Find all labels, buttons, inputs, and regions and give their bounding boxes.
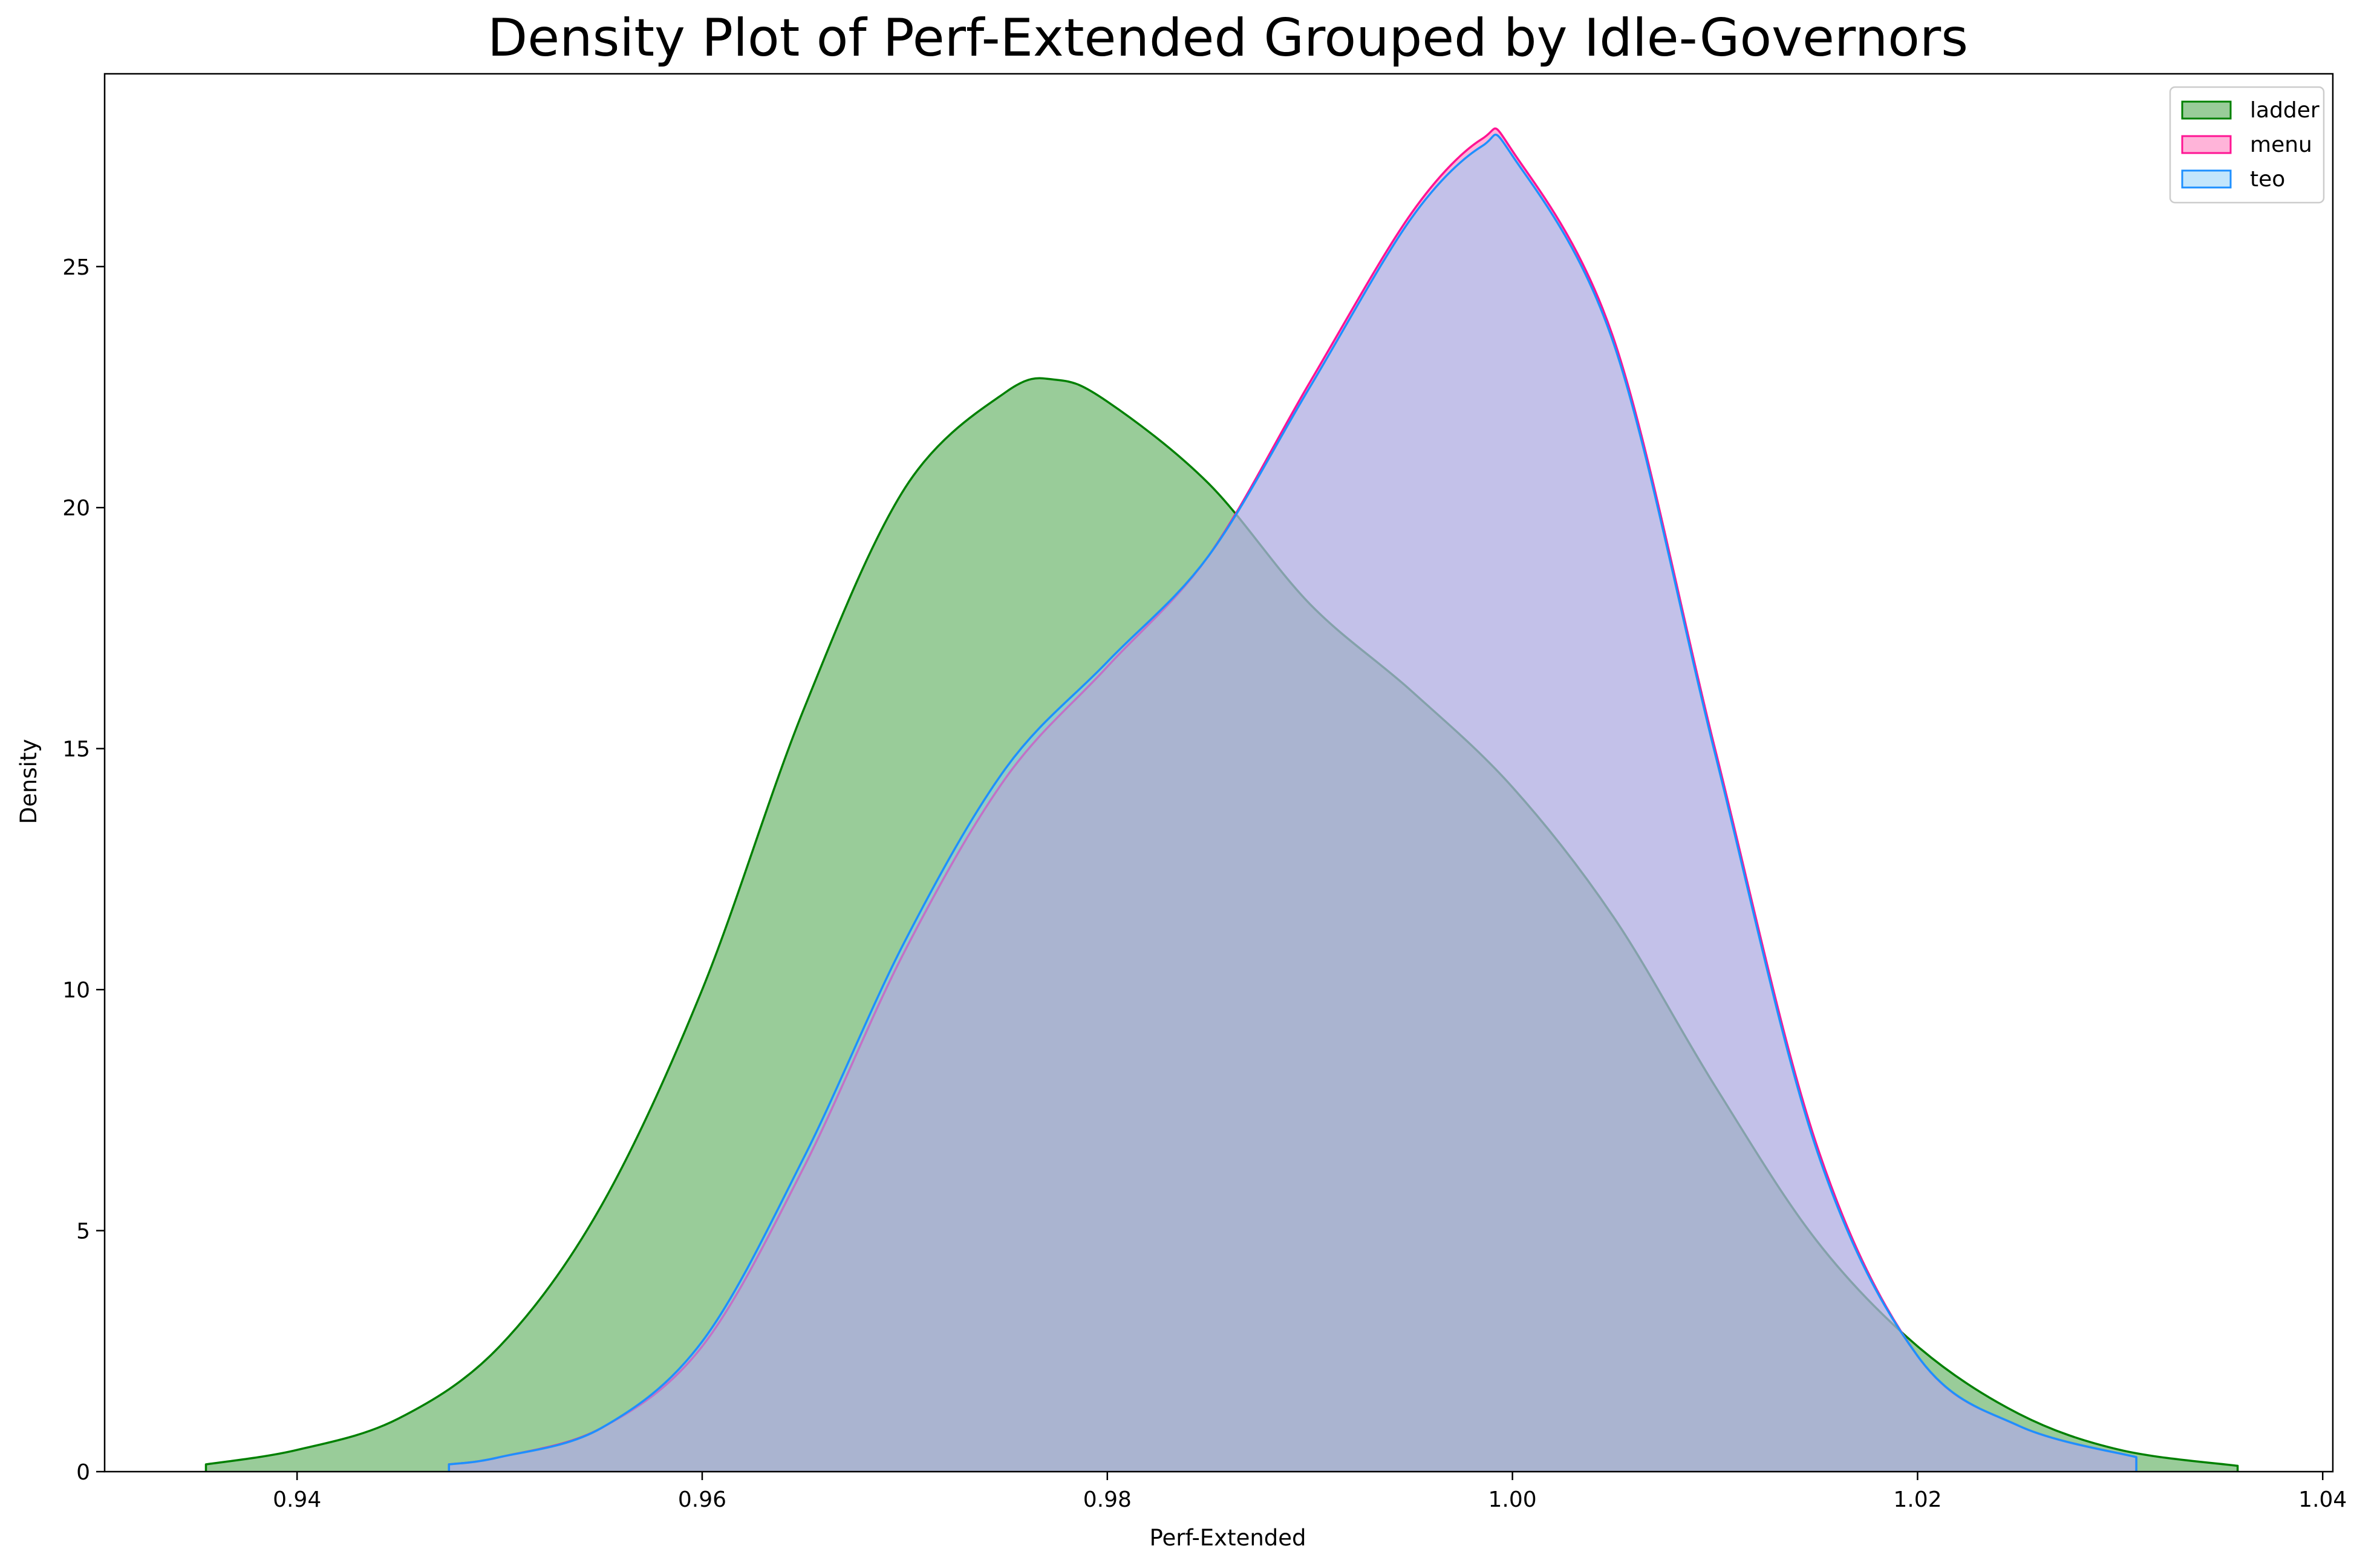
axes: 0.94 0.96 0.98 1.00 1.02 1.04 0 5 10 15 20 25 [62,73,2347,1512]
legend-swatch-menu [2181,135,2232,154]
x-tick-label: 0.96 [678,1487,726,1512]
y-tick-label: 5 [76,1219,90,1244]
y-tick-label: 20 [62,496,90,521]
density-line-teo [448,133,2137,1472]
x-axis-label: Perf-Extended [1149,1525,1306,1551]
legend-swatch-ladder [2181,100,2232,120]
y-tick-label: 10 [62,978,90,1003]
x-tick-label: 0.94 [273,1487,321,1512]
y-tick-label: 25 [62,255,90,280]
legend: ladder menu teo [2169,86,2325,204]
plot-area [204,127,2239,1472]
axes-frame [103,73,2334,1473]
x-tick-label: 1.02 [1893,1487,1941,1512]
legend-label-teo: teo [2250,167,2285,192]
y-tick-label: 0 [76,1460,90,1485]
legend-label-ladder: ladder [2250,98,2320,123]
y-tick-label: 15 [62,737,90,762]
x-tick-label: 1.04 [2298,1487,2347,1512]
x-tick-label: 1.00 [1488,1487,1537,1512]
y-axis-label: Density [16,739,42,824]
legend-label-menu: menu [2250,132,2312,157]
chart-title: Density Plot of Perf-Extended Grouped by… [487,8,1968,68]
density-fill-teo [449,134,2137,1472]
legend-swatch-teo [2181,169,2232,189]
x-tick-label: 0.98 [1083,1487,1132,1512]
